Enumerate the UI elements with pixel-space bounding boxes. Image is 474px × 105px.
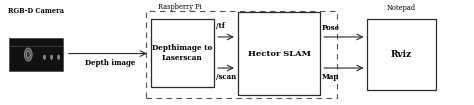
Text: /tf: /tf (216, 22, 225, 30)
Text: Hector SLAM: Hector SLAM (247, 50, 310, 58)
Text: Depth image: Depth image (85, 59, 135, 67)
Text: /scan: /scan (216, 73, 236, 81)
Text: Map: Map (322, 73, 339, 81)
Bar (146, 11, 337, 98)
Bar (9, 38, 64, 71)
Ellipse shape (27, 51, 30, 58)
Text: Raspberry Pi: Raspberry Pi (157, 3, 201, 11)
Ellipse shape (51, 55, 53, 60)
Bar (238, 12, 320, 95)
Text: Pose: Pose (322, 24, 340, 32)
Ellipse shape (44, 55, 46, 60)
Text: Notepad: Notepad (387, 4, 416, 12)
Ellipse shape (57, 55, 60, 60)
Bar (367, 19, 436, 90)
Bar (151, 19, 214, 87)
Text: Depthimage to
Laserscan: Depthimage to Laserscan (152, 44, 212, 62)
Text: Rviz: Rviz (391, 50, 412, 59)
Ellipse shape (24, 48, 32, 61)
Text: RGB-D Camera: RGB-D Camera (8, 7, 64, 15)
